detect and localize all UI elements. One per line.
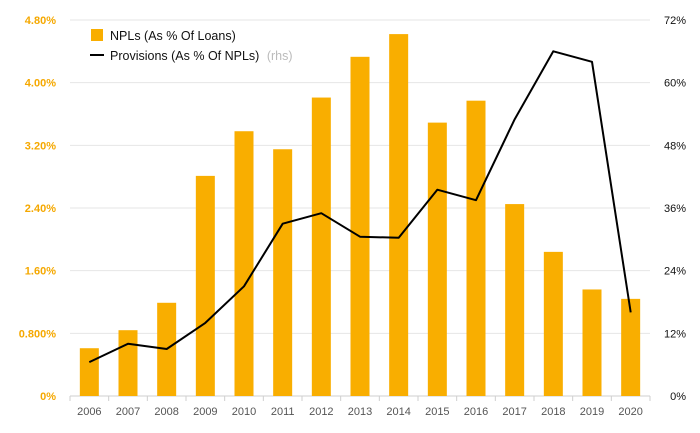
x-tick-label: 2009 [193, 406, 217, 418]
y-right-tick-label: 60% [664, 78, 686, 90]
legend-label-rhs: (rhs) [267, 49, 293, 63]
x-tick-label: 2014 [386, 406, 410, 418]
legend-swatch-npls [91, 29, 103, 41]
npl-bar-2012 [311, 97, 331, 397]
x-tick-label: 2016 [464, 406, 488, 418]
npl-bar-2015 [427, 122, 447, 396]
npl-bar-2006 [79, 348, 99, 396]
npl-bars [79, 34, 641, 397]
npl-bar-2007 [118, 330, 138, 396]
npl-bar-2011 [273, 149, 293, 396]
legend-label-npls: NPLs (As % Of Loans) [110, 29, 236, 43]
npl-bar-2019 [582, 289, 602, 396]
y-right-tick-label: 48% [664, 140, 686, 152]
y-left-tick-label: 2.40% [25, 203, 56, 215]
legend: NPLs (As % Of Loans) Provisions (As % Of… [90, 29, 293, 63]
x-tick-label: 2018 [541, 406, 565, 418]
left-axis: 0% 0.800% 1.60% 2.40% 3.20% 4.00% 4.80% [19, 15, 57, 403]
y-left-tick-label: 0.800% [19, 328, 57, 340]
y-left-tick-label: 4.80% [25, 15, 56, 27]
npl-bar-2010 [234, 131, 254, 396]
npl-bar-2014 [389, 34, 409, 396]
x-tick-label: 2011 [271, 406, 295, 418]
npl-bar-2009 [195, 175, 215, 396]
y-right-tick-label: 36% [664, 203, 686, 215]
npl-bar-2018 [543, 251, 563, 396]
y-right-tick-label: 24% [664, 266, 686, 278]
x-axis: 2006 2007 2008 2009 2010 2011 2012 2013 2014 2015… [69, 396, 651, 418]
x-tick-label: 2008 [154, 406, 178, 418]
right-axis: 0% 12% 24% 36% 48% 60% 72% [664, 15, 686, 403]
y-left-tick-label: 4.00% [25, 78, 56, 90]
y-right-tick-label: 72% [664, 15, 686, 27]
x-tick-label: 2017 [502, 406, 526, 418]
x-tick-label: 2020 [618, 406, 642, 418]
y-left-tick-label: 3.20% [25, 140, 56, 152]
x-tick-label: 2019 [580, 406, 604, 418]
npl-bar-2020 [621, 298, 641, 396]
y-right-tick-label: 0% [670, 391, 686, 403]
y-left-tick-label: 1.60% [25, 266, 56, 278]
x-tick-label: 2013 [348, 406, 372, 418]
legend-label-provisions: Provisions (As % Of NPLs) (rhs) [110, 49, 293, 63]
x-tick-label: 2012 [309, 406, 333, 418]
legend-label-provisions-text: Provisions (As % Of NPLs) [110, 49, 259, 63]
npl-bar-2017 [505, 204, 525, 396]
npl-bar-2016 [466, 100, 486, 396]
npl-bar-2013 [350, 56, 370, 397]
provisions-line [88, 50, 632, 364]
x-tick-label: 2006 [77, 406, 101, 418]
x-tick-label: 2015 [425, 406, 449, 418]
y-left-tick-label: 0% [40, 391, 56, 403]
provisions-line-group [88, 50, 632, 364]
y-right-tick-label: 12% [664, 328, 686, 340]
x-tick-label: 2007 [116, 406, 140, 418]
x-tick-label: 2010 [232, 406, 256, 418]
